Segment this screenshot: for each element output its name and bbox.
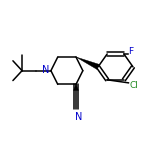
Polygon shape [74, 84, 78, 90]
Text: F: F [128, 47, 134, 56]
Text: N: N [42, 65, 49, 75]
Text: N: N [75, 112, 82, 123]
Polygon shape [76, 57, 99, 69]
Text: Cl: Cl [130, 81, 139, 90]
